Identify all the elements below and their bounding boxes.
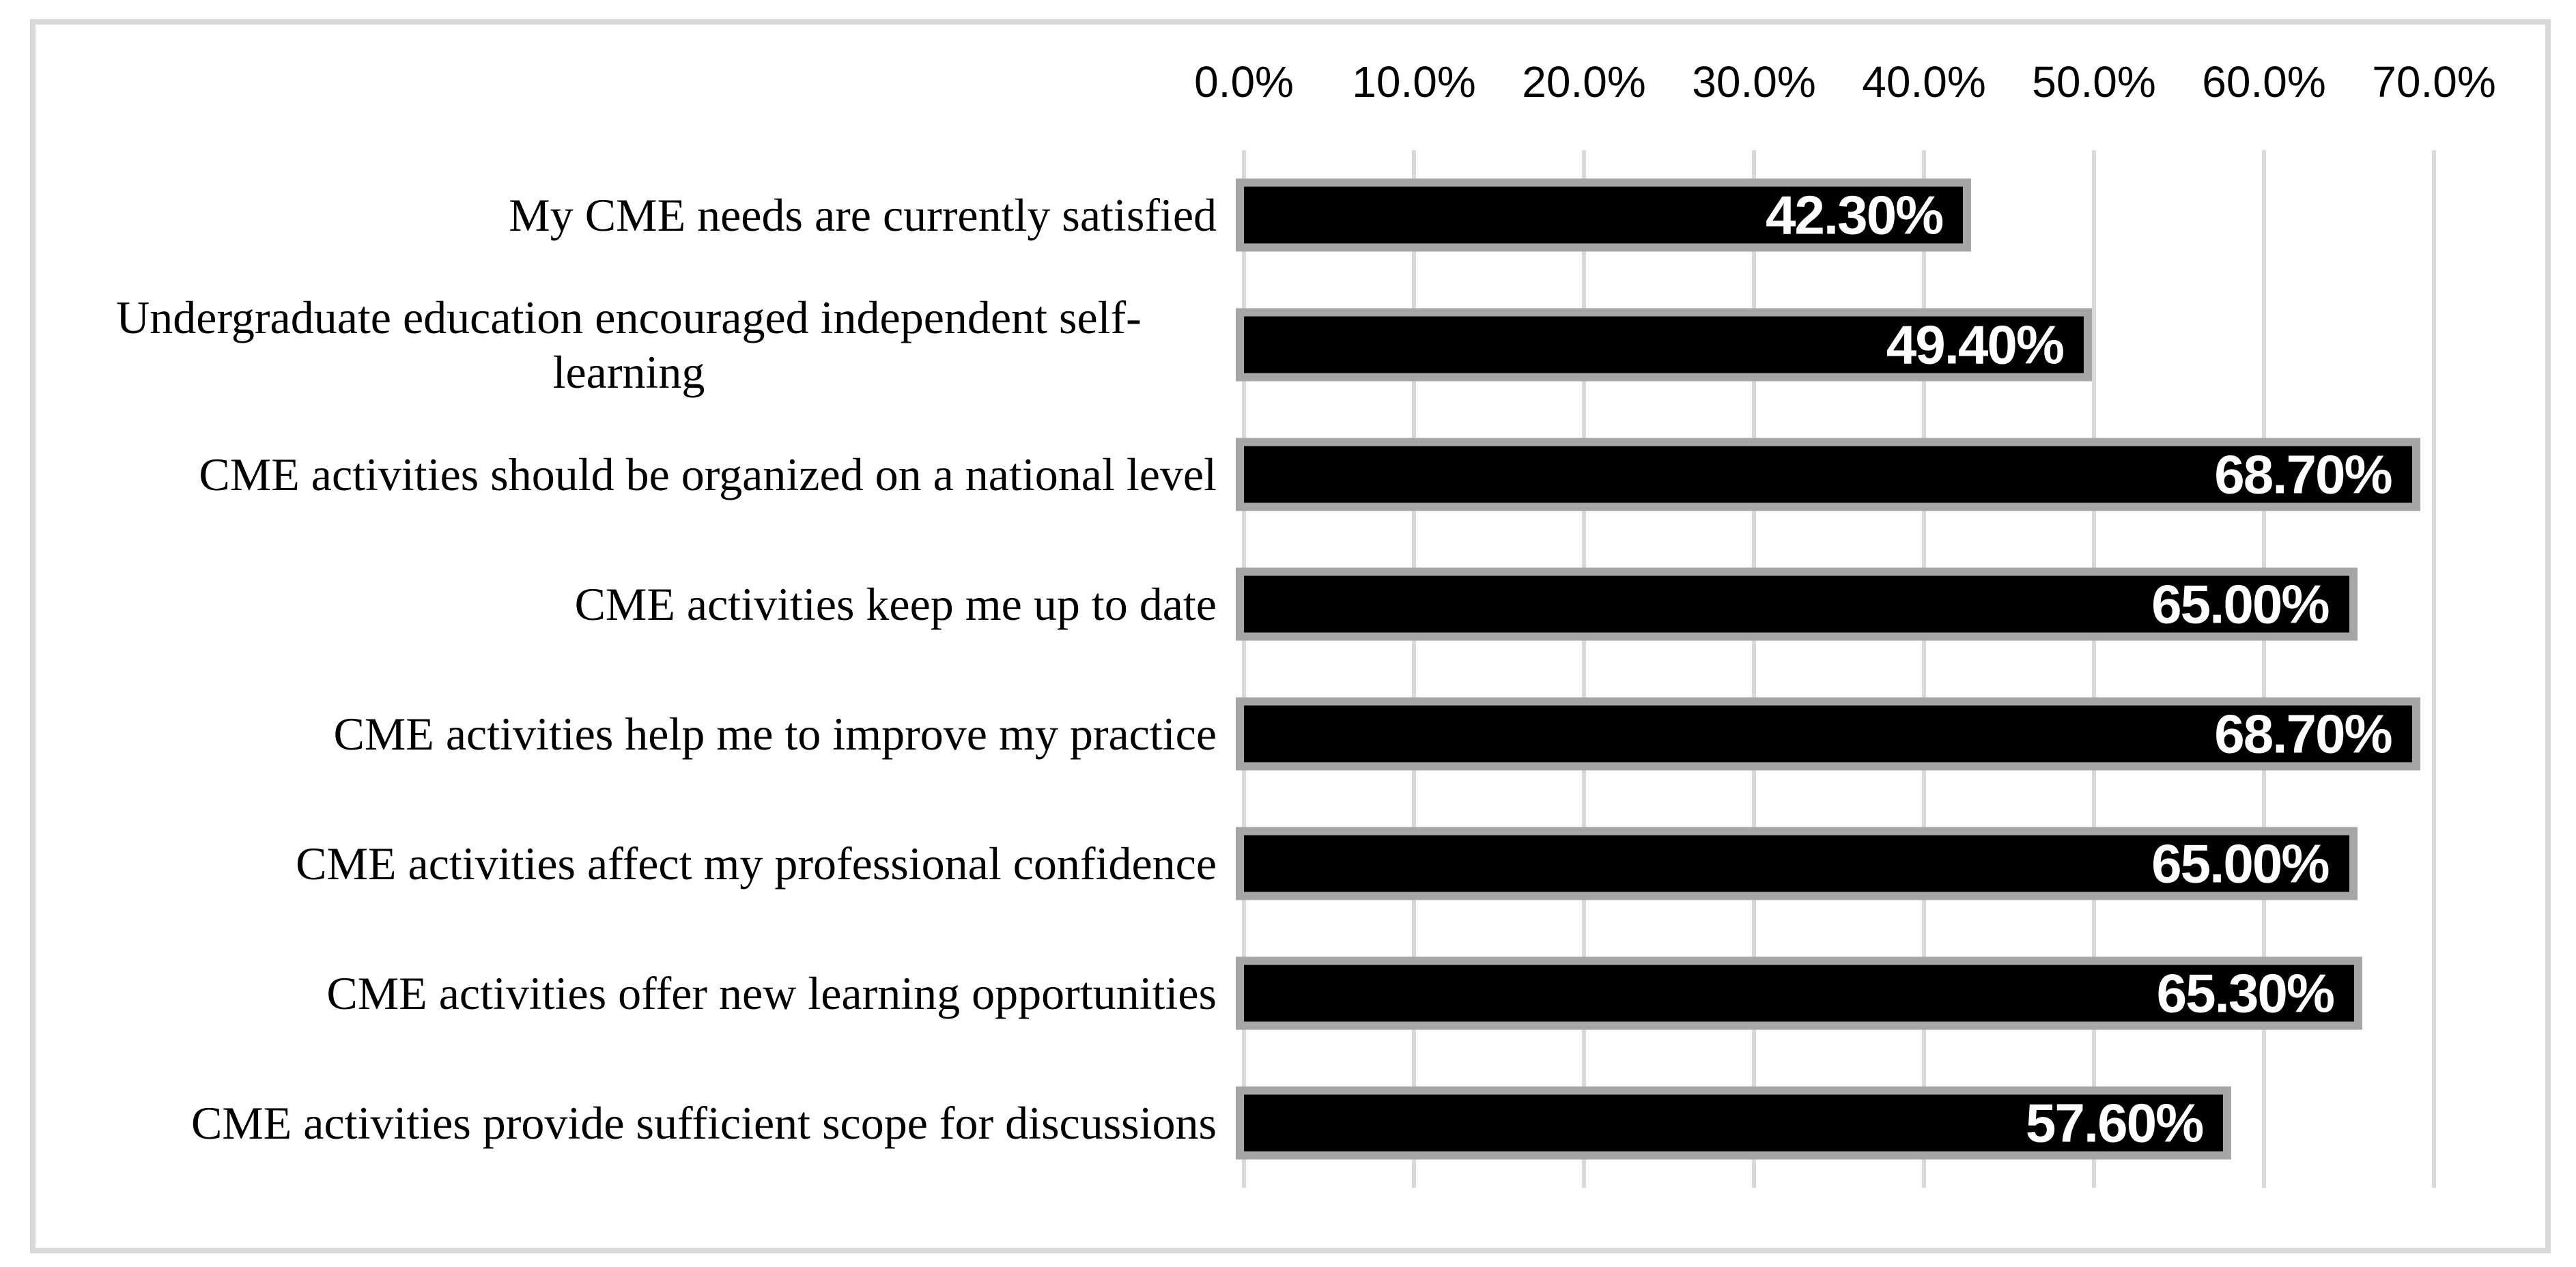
bar: 42.30%: [1236, 178, 1972, 252]
bar-value-label: 68.70%: [2214, 703, 2392, 764]
bar-row: 68.70%: [1236, 669, 2434, 799]
gridline: [1752, 150, 1756, 1188]
category-label: CME activities help me to improve my pra…: [41, 669, 1217, 799]
bar-row: 68.70%: [1236, 410, 2434, 539]
category-label: CME activities offer new learning opport…: [41, 928, 1217, 1058]
bar-row: 65.00%: [1236, 539, 2434, 669]
plot-area: 42.30% 49.40% 68.70% 65.00% 68.70% 65.00% 65.3…: [1236, 150, 2436, 1188]
category-axis: My CME needs are currently satisfied Unde…: [41, 150, 1217, 1188]
gridline: [2092, 150, 2096, 1188]
bar-value-label: 65.30%: [2156, 963, 2335, 1023]
bar: 68.70%: [1236, 697, 2420, 771]
bar: 65.00%: [1236, 567, 2358, 641]
category-label-text: My CME needs are currently satisfied: [509, 188, 1217, 241]
category-label-text: CME activities provide sufficient scope …: [190, 1096, 1217, 1149]
gridline: [2262, 150, 2266, 1188]
category-label-text: Undergraduate education encouraged indep…: [116, 291, 1142, 398]
category-label-text: CME activities keep me up to date: [574, 578, 1217, 630]
x-axis-tick-label: 0.0%: [1194, 57, 1294, 106]
bar-value-label: 68.70%: [2214, 444, 2392, 504]
bar: 65.00%: [1236, 827, 2358, 900]
category-label-text: CME activities help me to improve my pra…: [333, 707, 1217, 760]
x-axis-tick-label: 60.0%: [2202, 57, 2326, 106]
bar-row: 65.30%: [1236, 928, 2434, 1058]
x-axis-tick-label: 30.0%: [1692, 57, 1816, 106]
bar: 49.40%: [1236, 308, 2093, 382]
x-axis-tick-label: 70.0%: [2372, 57, 2496, 106]
gridline: [1582, 150, 1586, 1188]
category-label: CME activities provide sufficient scope …: [41, 1058, 1217, 1188]
x-axis: 0.0% 10.0% 20.0% 30.0% 40.0% 50.0% 60.0% 70.0%: [1194, 55, 2496, 109]
x-axis-tick-label: 50.0%: [2032, 57, 2156, 106]
bar: 65.30%: [1236, 956, 2362, 1030]
category-label: Undergraduate education encouraged indep…: [41, 280, 1217, 410]
bar-value-label: 42.30%: [1765, 184, 1944, 245]
chart-frame: 0.0% 10.0% 20.0% 30.0% 40.0% 50.0% 60.0% 70.0% …: [30, 19, 2551, 1253]
bar-row: 49.40%: [1236, 280, 2434, 410]
bar-row: 57.60%: [1236, 1058, 2434, 1188]
category-label-text: CME activities affect my professional co…: [296, 837, 1217, 889]
bar: 57.60%: [1236, 1086, 2232, 1160]
gridline: [2432, 150, 2436, 1188]
bar-value-label: 49.40%: [1886, 314, 2065, 375]
gridline: [1922, 150, 1926, 1188]
category-label-text: CME activities offer new learning opport…: [326, 967, 1217, 1019]
category-label: CME activities should be organized on a …: [41, 410, 1217, 539]
x-axis-tick-label: 10.0%: [1352, 57, 1476, 106]
gridline: [1412, 150, 1416, 1188]
bar-value-label: 65.00%: [2151, 573, 2330, 634]
bar-row: 42.30%: [1236, 150, 2434, 280]
category-label: My CME needs are currently satisfied: [41, 150, 1217, 280]
bar-value-label: 65.00%: [2151, 833, 2330, 894]
gridline: [1242, 150, 1246, 1188]
bar: 68.70%: [1236, 438, 2420, 511]
x-axis-tick-label: 40.0%: [1862, 57, 1986, 106]
bar-row: 65.00%: [1236, 799, 2434, 928]
category-label: CME activities affect my professional co…: [41, 799, 1217, 928]
category-label: CME activities keep me up to date: [41, 539, 1217, 669]
category-label-text: CME activities should be organized on a …: [199, 448, 1217, 500]
x-axis-tick-label: 20.0%: [1522, 57, 1646, 106]
bar-value-label: 57.60%: [2025, 1092, 2204, 1153]
